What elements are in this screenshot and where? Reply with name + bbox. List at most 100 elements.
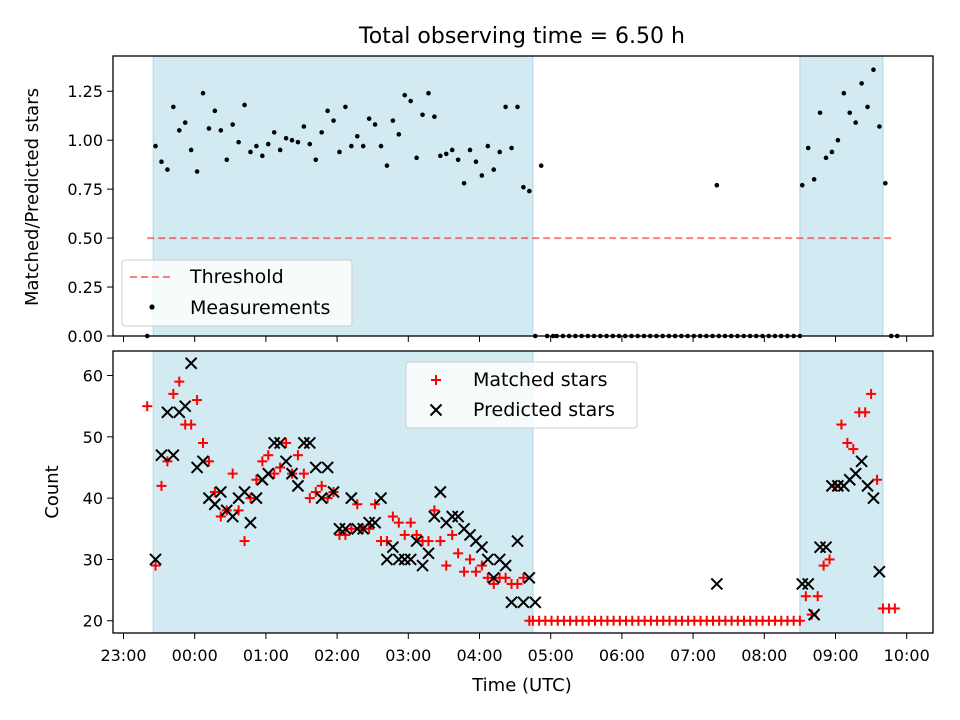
predicted-point	[178, 399, 192, 413]
measurement-point	[455, 157, 461, 163]
predicted-point-b	[855, 455, 868, 468]
measurement-point	[883, 180, 888, 186]
predicted-legend-marker	[429, 403, 443, 417]
measurement-point	[877, 124, 882, 129]
matched-point	[470, 566, 481, 577]
bottom-legend-box	[405, 361, 638, 429]
matched-point	[245, 493, 256, 504]
top-panel: 0.00 0.25 0.50 0.75 1.00 1.25 Matched/Predict…	[22, 55, 934, 346]
predicted-point-b	[511, 534, 524, 548]
predicted-point	[368, 516, 382, 529]
predicted-point-b	[422, 547, 435, 560]
bottom-y-tick-label: 50	[83, 428, 103, 447]
measurement-point	[224, 157, 230, 163]
bottom-x-tick-label: 10:00	[884, 646, 930, 665]
matched-point	[848, 444, 859, 455]
matched-point	[316, 480, 327, 491]
measurement-point	[165, 167, 170, 172]
measurement-point	[847, 110, 853, 116]
predicted-point-b	[499, 559, 512, 572]
measurement-point	[402, 92, 408, 98]
predicted-point-b	[155, 449, 168, 462]
matched-point	[800, 591, 811, 602]
measurement-point	[194, 169, 200, 174]
predicted-point	[499, 559, 512, 572]
predicted-point-b	[321, 461, 334, 474]
top-y-tick-label: 1.25	[67, 82, 103, 101]
predicted-point	[303, 436, 317, 450]
predicted-point	[428, 510, 441, 523]
predicted-point-b	[386, 540, 400, 554]
predicted-point	[196, 455, 210, 468]
predicted-point	[279, 455, 293, 468]
measurement-point	[835, 137, 841, 143]
matched-point	[476, 560, 487, 571]
predicted-point-b	[710, 577, 724, 591]
matched-point	[866, 388, 877, 399]
matched-point	[381, 536, 392, 547]
measurement-point	[479, 173, 485, 178]
measurement-point	[426, 90, 431, 96]
measurement-point	[805, 145, 811, 151]
bottom-x-tick-label: 00:00	[172, 646, 218, 665]
measurement-point	[313, 157, 319, 163]
matched-point	[174, 376, 185, 387]
matched-point	[340, 529, 351, 540]
predicted-point-b	[303, 436, 317, 450]
measurement-point	[337, 149, 342, 155]
predicted-point	[184, 357, 198, 370]
predicted-point	[867, 491, 880, 505]
predicted-point-b	[309, 461, 322, 474]
measurement-point	[230, 122, 235, 127]
measurement-point	[829, 149, 835, 155]
predicted-point-b	[819, 540, 833, 554]
predicted-point	[262, 467, 275, 480]
predicted-point-b	[807, 608, 821, 621]
measurement-point	[182, 120, 188, 125]
bottom-y-tick-label: 40	[83, 489, 103, 508]
predicted-point	[167, 449, 180, 462]
top-y-tick-label: 0.00	[67, 327, 103, 346]
bottom-x-tick-label: 04:00	[456, 646, 502, 665]
measurement-point	[390, 118, 396, 123]
predicted-point-b	[428, 510, 441, 523]
predicted-point-b	[339, 522, 352, 535]
measurement-point	[432, 114, 437, 119]
bottom-y-tick-label: 60	[83, 367, 103, 386]
predicted-point	[214, 485, 228, 499]
measurement-point	[242, 102, 247, 108]
top-x-ticks	[123, 336, 908, 342]
predicted-point-b	[505, 596, 518, 609]
top-y-tick-label: 0.75	[67, 180, 103, 199]
matched-point	[227, 468, 238, 479]
predicted-point-b	[374, 491, 388, 505]
predicted-point-b	[202, 491, 216, 505]
measurement-point	[485, 143, 491, 149]
matched-point	[275, 462, 286, 473]
matched-point	[346, 523, 357, 534]
matched-point	[209, 487, 220, 497]
predicted-point	[410, 534, 423, 548]
predicted-point-b	[279, 455, 293, 468]
matched-point	[812, 591, 823, 602]
predicted-point	[849, 467, 862, 480]
predicted-legend-label: Predicted stars	[473, 399, 615, 421]
predicted-point	[291, 479, 305, 493]
predicted-legend-cross-b	[429, 403, 443, 417]
bottom-x-tick-label: 23:00	[100, 646, 146, 665]
predicted-point	[517, 596, 530, 609]
measurement-point	[521, 184, 526, 190]
measurement-point	[443, 151, 449, 157]
matched-point	[233, 505, 244, 516]
measurement-point	[188, 147, 194, 153]
measurement-point	[865, 104, 870, 110]
predicted-point	[345, 491, 358, 505]
matched-point	[281, 437, 292, 448]
predicted-point	[244, 516, 257, 529]
predicted-point	[422, 547, 435, 560]
predicted-point	[374, 491, 388, 505]
measurement-point	[515, 104, 520, 110]
predicted-point	[226, 510, 239, 523]
predicted-point-b	[469, 534, 483, 548]
observing-window-bottom	[799, 350, 884, 634]
